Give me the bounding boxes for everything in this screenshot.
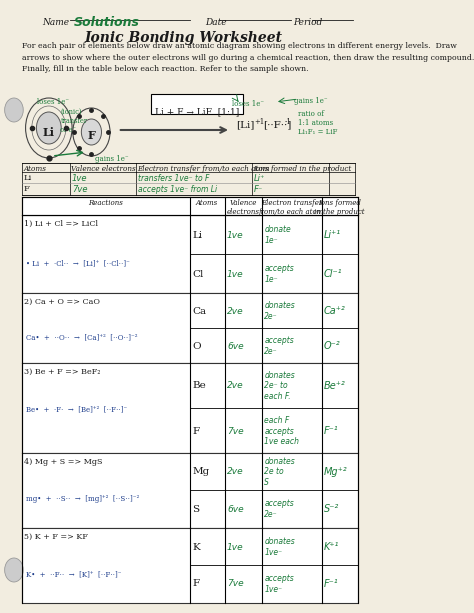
Text: donates
2e⁻: donates 2e⁻ [264, 302, 295, 321]
Text: -1: -1 [285, 118, 292, 126]
Text: loses 1e⁻: loses 1e⁻ [37, 98, 69, 106]
Text: Cl: Cl [192, 270, 203, 278]
Text: Atoms: Atoms [23, 165, 46, 173]
Text: 1ve: 1ve [227, 270, 244, 278]
Text: S⁻²: S⁻² [324, 504, 339, 514]
FancyBboxPatch shape [22, 363, 358, 453]
Circle shape [82, 119, 101, 145]
Text: K⁺¹: K⁺¹ [324, 542, 339, 552]
Text: accepts 1ve⁻ from Li: accepts 1ve⁻ from Li [138, 185, 217, 194]
Text: donates
2e to
S: donates 2e to S [264, 457, 295, 487]
Text: 2ve: 2ve [227, 381, 244, 390]
Text: loses 1e⁻: loses 1e⁻ [232, 100, 264, 108]
Text: Ions formed
in the product: Ions formed in the product [314, 199, 365, 216]
Text: O: O [192, 341, 201, 351]
Text: donates
1ve⁻: donates 1ve⁻ [264, 538, 295, 557]
Text: Ca•  +  ⋅⋅O⋅⋅  →  [Ca]⁺²  [⋅⋅O⋅⋅]⁻²: Ca• + ⋅⋅O⋅⋅ → [Ca]⁺² [⋅⋅O⋅⋅]⁻² [26, 333, 137, 341]
Text: 5) K + F => KF: 5) K + F => KF [24, 533, 88, 541]
Text: Ions formed in the product: Ions formed in the product [254, 165, 352, 173]
Text: F: F [24, 185, 30, 193]
Text: [Li]: [Li] [237, 120, 255, 129]
Text: Li⁺¹: Li⁺¹ [324, 230, 341, 240]
Text: 7ve: 7ve [227, 427, 244, 435]
Text: • Li  +  ⋅Cl⋅⋅  →  [Li]⁺  [⋅⋅Cl⋅⋅]⁻: • Li + ⋅Cl⋅⋅ → [Li]⁺ [⋅⋅Cl⋅⋅]⁻ [26, 259, 129, 267]
Text: O⁻²: O⁻² [324, 341, 340, 351]
Text: Valence electrons: Valence electrons [71, 165, 136, 173]
Text: +1: +1 [254, 118, 264, 126]
Text: 3) Be + F => BeF₂: 3) Be + F => BeF₂ [24, 368, 100, 376]
Text: Li: Li [43, 126, 55, 137]
FancyBboxPatch shape [22, 197, 358, 215]
Text: 7ve: 7ve [72, 185, 88, 194]
Text: For each pair of elements below draw an atomic diagram showing electrons in diff: For each pair of elements below draw an … [22, 42, 474, 73]
Text: ratio of
1:1 atoms
Li₁F₁ = LiF: ratio of 1:1 atoms Li₁F₁ = LiF [298, 110, 337, 137]
Text: donate
1e⁻: donate 1e⁻ [264, 226, 291, 245]
Text: Mg: Mg [192, 468, 210, 476]
Text: F: F [88, 129, 95, 140]
FancyBboxPatch shape [151, 94, 243, 114]
Text: mg•  +  ⋅⋅S⋅⋅  →  [mg]⁺²  [⋅⋅S⋅⋅]⁻²: mg• + ⋅⋅S⋅⋅ → [mg]⁺² [⋅⋅S⋅⋅]⁻² [26, 495, 139, 503]
Text: 6ve: 6ve [227, 341, 244, 351]
Text: Li + F → LiF  [1:1]: Li + F → LiF [1:1] [155, 107, 239, 116]
FancyBboxPatch shape [22, 453, 358, 528]
Text: Be⁺²: Be⁺² [324, 381, 346, 391]
Text: Name: Name [43, 18, 70, 27]
Text: F⁻¹: F⁻¹ [324, 579, 338, 589]
Text: F: F [192, 579, 199, 588]
Text: 2ve: 2ve [227, 306, 244, 316]
Text: each F
accepts
1ve each: each F accepts 1ve each [264, 416, 299, 446]
Text: F⁻¹: F⁻¹ [324, 426, 338, 436]
Text: 1ve: 1ve [72, 174, 88, 183]
Text: Atoms: Atoms [196, 199, 218, 207]
Text: S: S [192, 504, 199, 514]
Text: gains 1e⁻: gains 1e⁻ [294, 97, 328, 105]
Text: Mg⁺²: Mg⁺² [324, 467, 347, 477]
Text: Date: Date [205, 18, 227, 27]
Text: Li: Li [24, 174, 32, 182]
Text: Li⁺: Li⁺ [254, 174, 265, 183]
FancyBboxPatch shape [22, 293, 358, 363]
Text: Ca: Ca [192, 306, 206, 316]
Text: accepts
1e⁻: accepts 1e⁻ [264, 264, 294, 284]
Text: 4) Mg + S => MgS: 4) Mg + S => MgS [24, 458, 102, 466]
FancyBboxPatch shape [0, 0, 367, 613]
Text: accepts
1ve⁻: accepts 1ve⁻ [264, 574, 294, 594]
Circle shape [36, 112, 61, 144]
Text: 1) Li + Cl => LiCl: 1) Li + Cl => LiCl [24, 220, 98, 228]
Text: Electron transfer from/to each atom: Electron transfer from/to each atom [137, 165, 270, 173]
Text: 1ve: 1ve [227, 543, 244, 552]
Text: K: K [192, 543, 200, 552]
Text: transfers 1ve⁻ to F: transfers 1ve⁻ to F [138, 174, 210, 183]
Text: K•  +  ⋅⋅F⋅⋅  →  [K]⁺  [⋅⋅F⋅⋅]⁻: K• + ⋅⋅F⋅⋅ → [K]⁺ [⋅⋅F⋅⋅]⁻ [26, 570, 121, 578]
Text: [··F··]: [··F··] [264, 120, 292, 129]
Text: Be: Be [192, 381, 206, 390]
Text: Ca⁺²: Ca⁺² [324, 306, 346, 316]
Text: Period: Period [293, 18, 322, 27]
FancyBboxPatch shape [22, 215, 358, 293]
Circle shape [5, 98, 23, 122]
Text: 7ve: 7ve [227, 579, 244, 588]
Text: Li: Li [192, 230, 202, 240]
Text: 1ve: 1ve [227, 230, 244, 240]
Text: accepts
2e⁻: accepts 2e⁻ [264, 337, 294, 356]
FancyBboxPatch shape [22, 528, 358, 603]
Circle shape [5, 558, 23, 582]
Text: Ionic Bonding Worksheet: Ionic Bonding Worksheet [85, 31, 283, 45]
Text: gains 1e⁻: gains 1e⁻ [94, 155, 128, 163]
Text: accepts
2e⁻: accepts 2e⁻ [264, 500, 294, 519]
Text: 2) Ca + O => CaO: 2) Ca + O => CaO [24, 298, 100, 306]
Text: Reactions: Reactions [88, 199, 123, 207]
Text: donates
2e⁻ to
each F.: donates 2e⁻ to each F. [264, 371, 295, 401]
Text: 2ve: 2ve [227, 468, 244, 476]
Text: Electron transfer
from/to each atom: Electron transfer from/to each atom [259, 199, 324, 216]
Text: Cl⁻¹: Cl⁻¹ [324, 269, 342, 279]
Text: (ionic)
transfer
of e⁻: (ionic) transfer of e⁻ [61, 108, 87, 134]
Text: Valence
electrons: Valence electrons [227, 199, 260, 216]
Text: 6ve: 6ve [227, 504, 244, 514]
Text: Solutions: Solutions [73, 16, 140, 29]
Text: F: F [192, 427, 199, 435]
Text: Be•  +  ⋅F⋅  →  [Be]⁺²  [⋅⋅F⋅⋅]⁻: Be• + ⋅F⋅ → [Be]⁺² [⋅⋅F⋅⋅]⁻ [26, 405, 127, 413]
Text: F⁻: F⁻ [254, 185, 264, 194]
